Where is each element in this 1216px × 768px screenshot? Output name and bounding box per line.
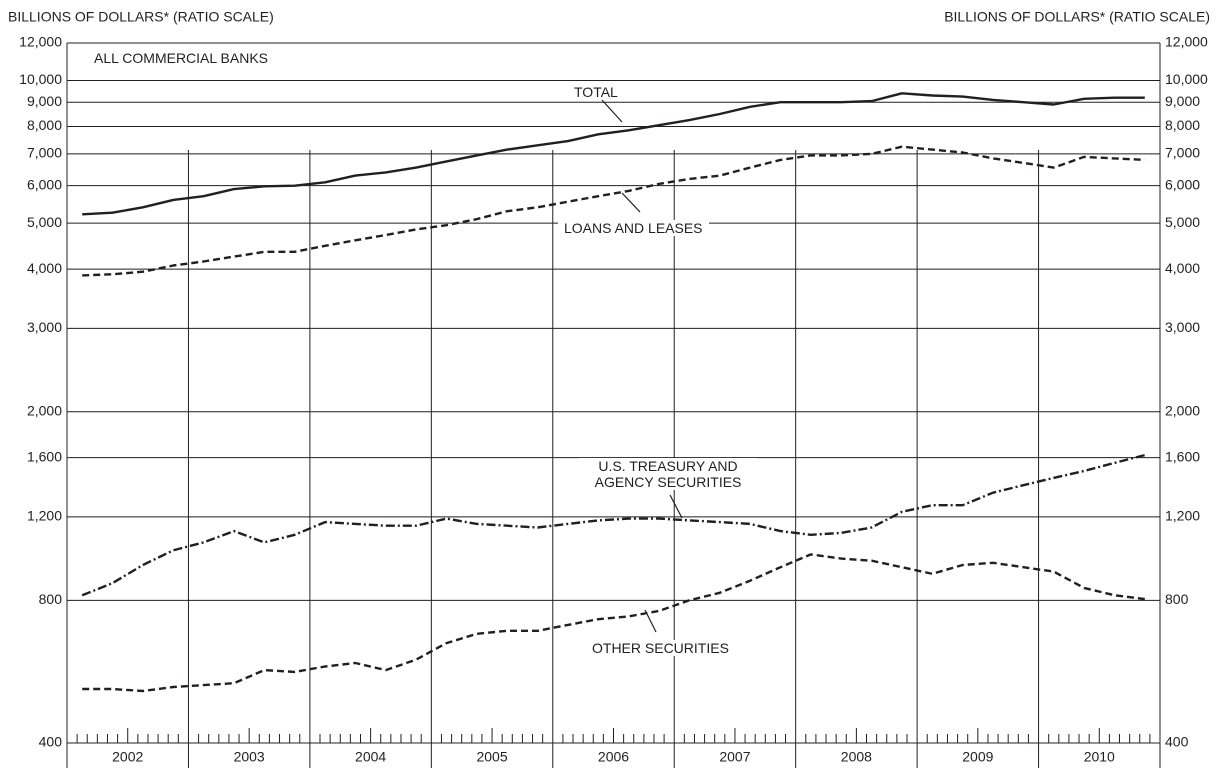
leader [644,609,657,633]
series-label: U.S. TREASURY AND AGENCY SECURITIES [578,458,758,490]
x-tick-label: 2005 [476,749,507,765]
x-tick-label: 2004 [355,749,386,765]
y-tick-label: 8,000 [27,117,62,133]
y-tick-label: 5,000 [27,214,62,230]
y2-tick-label: 6,000 [1165,176,1200,192]
y-tick-label: 12,000 [19,34,62,50]
x-tick-label: 2009 [962,749,993,765]
y-tick-label: 9,000 [27,93,62,109]
y2-tick-label: 400 [1165,734,1189,750]
series-label: OTHER SECURITIES [586,640,735,656]
y2-axis-label: BILLIONS OF DOLLARS* (RATIO SCALE) [944,9,1210,25]
y-tick-label: 3,000 [27,319,62,335]
y2-tick-label: 2,000 [1165,402,1200,418]
y2-tick-label: 9,000 [1165,93,1200,109]
x-tick-label: 2006 [598,749,629,765]
y-tick-label: 1,200 [27,508,62,524]
leader [621,192,641,213]
y-tick-label: 1,600 [27,448,62,464]
y-axis-label: BILLIONS OF DOLLARS* (RATIO SCALE) [8,9,274,25]
x-tick-label: 2007 [719,749,750,765]
series-line [81,453,1146,597]
y-tick-label: 400 [39,734,63,750]
y2-tick-label: 1,200 [1165,508,1200,524]
series-label: TOTAL [566,84,626,100]
y-tick-label: 2,000 [27,402,62,418]
x-tick-label: 2010 [1084,749,1115,765]
chart-title: ALL COMMERCIAL BANKS [88,50,275,66]
y2-tick-label: 12,000 [1165,34,1208,50]
y2-tick-label: 1,600 [1165,448,1200,464]
y2-tick-label: 8,000 [1165,117,1200,133]
y-tick-label: 800 [39,591,63,607]
x-tick-label: 2003 [234,749,265,765]
y-tick-label: 7,000 [27,145,62,161]
y2-tick-label: 10,000 [1165,71,1208,87]
y-tick-label: 10,000 [19,71,62,87]
leader [669,494,683,519]
y2-tick-label: 4,000 [1165,260,1200,276]
y2-tick-label: 5,000 [1165,214,1200,230]
series-line [82,145,1145,277]
series-label: LOANS AND LEASES [558,220,709,236]
leader [601,99,623,123]
y-tick-label: 6,000 [27,176,62,192]
y-tick-label: 4,000 [27,260,62,276]
y2-tick-label: 7,000 [1165,145,1200,161]
series-line [82,92,1145,216]
x-tick-label: 2002 [112,749,143,765]
series-line [82,553,1145,693]
y2-tick-label: 3,000 [1165,319,1200,335]
y2-tick-label: 800 [1165,591,1189,607]
x-tick-label: 2008 [841,749,872,765]
leader-lines [601,99,683,633]
